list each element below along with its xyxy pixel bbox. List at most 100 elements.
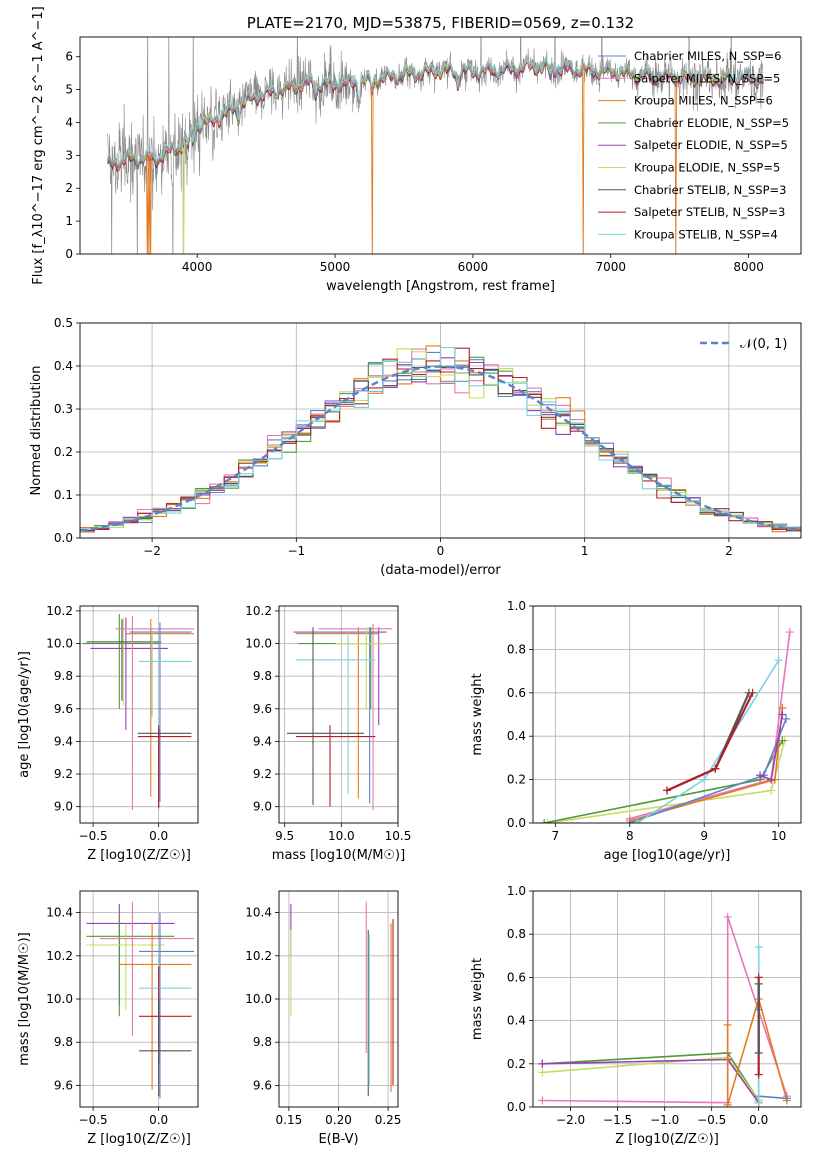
plot-area: [82, 614, 195, 810]
data-point-marker: [540, 819, 549, 823]
x-tick-label: −0.5: [79, 1113, 108, 1127]
spectrum-panel: 4000 5000 6000 7000 8000 0 1 2 3 4 5 6 wavelength [A…: [31, 6, 802, 294]
spectrum-legend: Chabrier MILES, N_SSP=6 Salpeter MILES, N…: [598, 49, 789, 241]
axes-frame: [79, 36, 802, 255]
x-tick-label: −1.5: [603, 1113, 632, 1127]
x-tick-label: −1.0: [650, 1113, 679, 1127]
y-tick-label: 0.8: [507, 642, 526, 656]
y-tick-label: 9.0: [54, 800, 73, 814]
data-point-marker: [538, 1068, 547, 1077]
y-tick-label: 10.4: [46, 906, 73, 920]
x-axis-label: (data-model)/error: [380, 563, 501, 578]
y-tick-label: 10.2: [46, 604, 73, 618]
plot-area: [290, 901, 394, 1097]
y-tick-label: 0: [65, 247, 73, 261]
axes-frame: [532, 605, 802, 824]
y-tick-label: 0.8: [507, 927, 526, 941]
legend-entry: 𝒩(0, 1): [740, 337, 787, 352]
y-tick-label: 9.6: [253, 1078, 272, 1092]
x-tick-label: 0.0: [149, 1113, 168, 1127]
data-point-marker: [723, 1100, 732, 1107]
residual-histogram-panel: −2 −1 0 1 2 0.0 0.1 0.2 0.3 0.4 0.5 (data-model)/er…: [29, 316, 802, 578]
data-point-marker: [782, 1094, 791, 1103]
x-tick-label: 5000: [320, 260, 351, 274]
y-tick-label: 0.4: [507, 729, 526, 743]
x-tick-label: 6000: [458, 260, 489, 274]
chart-title: PLATE=2170, MJD=53875, FIBERID=0569, z=0…: [247, 14, 634, 32]
x-tick-label: 7000: [595, 260, 626, 274]
weight-line-chabrier-stelib: [666, 692, 750, 792]
mass-weight-vs-age-panel: 7 8 9 10 0.0 0.2 0.4 0.6 0.8 1.0 age [log10(age/yr…: [470, 599, 802, 863]
x-tick-label: 9: [700, 829, 708, 843]
y-tick-label: 1.0: [507, 884, 526, 898]
x-tick-label: −2: [143, 544, 161, 558]
y-tick-label: 0.2: [507, 1057, 526, 1071]
plot-area: [86, 901, 195, 1099]
mass-vs-metallicity-panel: −0.5 0.0 9.6 9.8 10.0 10.2 10.4 Z [log10(Z/Z☉)]…: [17, 890, 199, 1147]
y-tick-label: 5: [65, 83, 73, 97]
x-tick-label: 2: [725, 544, 733, 558]
y-tick-label: 2: [65, 181, 73, 195]
y-tick-label: 9.4: [253, 734, 272, 748]
y-axis-label: Flux [f_λ10^−17 erg cm^−2 s^−1 A^−1]: [31, 6, 46, 284]
data-point-marker: [543, 819, 552, 823]
x-axis-label: wavelength [Angstrom, rest frame]: [326, 279, 555, 294]
weight-line-salpeter-stelib: [666, 692, 754, 792]
y-tick-label: 10.0: [245, 992, 272, 1006]
data-point-marker: [633, 819, 642, 823]
y-tick-label: 9.8: [253, 1035, 272, 1049]
legend-entry: Kroupa ELODIE, N_SSP=5: [634, 161, 780, 175]
y-tick-label: 9.8: [253, 669, 272, 683]
y-tick-label: 10.0: [46, 992, 73, 1006]
mass-weight-vs-metallicity-panel: −2.0 −1.5 −1.0 −0.5 0.0 0.0 0.2 0.4 0.6 0.8 1.0 Z […: [470, 884, 802, 1147]
y-tick-label: 0.1: [54, 488, 73, 502]
legend-entry: Chabrier STELIB, N_SSP=3: [634, 183, 786, 197]
data-point-marker: [767, 786, 776, 795]
x-axis-label: Z [log10(Z/Z☉)]: [615, 1132, 719, 1147]
legend-entry: Salpeter MILES, N_SSP=5: [634, 71, 780, 85]
y-tick-label: 9.6: [54, 702, 73, 716]
x-axis-label: mass [log10(M/M☉)]: [272, 848, 405, 863]
x-tick-label: 1: [581, 544, 589, 558]
x-tick-label: 8: [626, 829, 634, 843]
data-point-marker: [538, 1096, 547, 1105]
y-tick-label: 1: [65, 214, 73, 228]
y-tick-label: 0.2: [54, 445, 73, 459]
legend-entry: Kroupa STELIB, N_SSP=4: [634, 227, 778, 241]
y-tick-label: 0.0: [507, 1100, 526, 1114]
y-tick-label: 4: [65, 115, 73, 129]
x-tick-label: −0.5: [697, 1113, 726, 1127]
y-tick-label: 10.0: [46, 637, 73, 651]
x-tick-label: −0.5: [79, 829, 108, 843]
x-tick-label: 0: [437, 544, 445, 558]
y-tick-label: 9.0: [253, 800, 272, 814]
x-tick-label: 10.0: [328, 829, 355, 843]
data-point-marker: [754, 979, 763, 988]
data-point-marker: [754, 1070, 763, 1079]
data-point-marker: [723, 912, 732, 921]
x-tick-label: 7: [552, 829, 560, 843]
y-tick-label: 10.4: [245, 906, 272, 920]
x-tick-label: 0.0: [749, 1113, 768, 1127]
x-axis-label: Z [log10(Z/Z☉)]: [87, 848, 191, 863]
y-tick-label: 10.2: [46, 949, 73, 963]
model-spectrum-line-kroupa-stelib: [107, 56, 764, 166]
x-tick-label: −1: [287, 544, 305, 558]
plot-area: [538, 912, 791, 1107]
y-tick-label: 0.3: [54, 402, 73, 416]
y-tick-label: 10.0: [245, 637, 272, 651]
legend-entry: Chabrier ELODIE, N_SSP=5: [634, 116, 789, 130]
x-tick-label: 0.0: [149, 829, 168, 843]
y-tick-label: 10.2: [245, 604, 272, 618]
observed-spectrum-line: [107, 37, 764, 254]
y-tick-label: 0.6: [507, 970, 526, 984]
y-tick-label: 0.0: [54, 531, 73, 545]
axes-frame: [278, 605, 399, 824]
y-tick-label: 0.4: [54, 359, 73, 373]
data-point-marker: [700, 775, 709, 784]
y-tick-label: 0.4: [507, 1014, 526, 1028]
x-axis-label: Z [log10(Z/Z☉)]: [87, 1132, 191, 1147]
y-tick-label: 9.8: [54, 1035, 73, 1049]
age-vs-mass-panel: 9.5 10.0 10.5 9.0 9.2 9.4 9.6 9.8 10.0 10.2 mass […: [245, 604, 411, 863]
legend-entry: Salpeter STELIB, N_SSP=3: [634, 205, 785, 219]
